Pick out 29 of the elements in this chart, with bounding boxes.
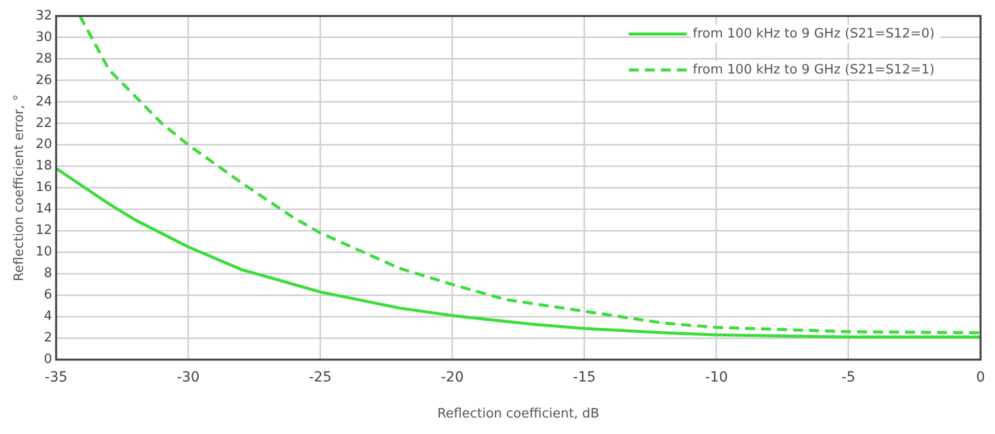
x-tick-label: -20	[440, 370, 464, 386]
y-tick-label: 8	[44, 266, 52, 282]
y-tick-label: 6	[44, 288, 52, 303]
y-tick-label: 4	[44, 309, 52, 324]
y-tick-label: 30	[36, 30, 52, 45]
y-tick-label: 32	[36, 8, 52, 24]
y-tick-label: 26	[36, 72, 52, 88]
x-tick-label: -10	[704, 370, 728, 386]
x-tick-label: -35	[44, 370, 68, 386]
y-axis-title: Reflection coefficient error, °	[12, 94, 28, 282]
y-tick-label: 12	[36, 223, 52, 238]
y-tick-label: 22	[36, 116, 52, 131]
y-tick-label: 14	[36, 202, 52, 217]
x-tick-label: 0	[976, 370, 986, 386]
y-tick-label: 28	[36, 51, 52, 66]
x-axis-title: Reflection coefficient, dB	[437, 406, 600, 422]
x-tick-label: -15	[572, 370, 596, 386]
y-tick-label: 18	[36, 158, 52, 174]
x-tick-label: -25	[308, 370, 332, 386]
x-tick-label: -30	[176, 370, 200, 386]
y-tick-label: 2	[44, 330, 52, 346]
y-tick-label: 24	[36, 94, 52, 110]
y-tick-label: 20	[36, 137, 52, 152]
legend-label: from 100 kHz to 9 GHz (S21=S12=1)	[692, 62, 935, 78]
y-tick-label: 10	[36, 244, 52, 260]
y-tick-label: 16	[36, 180, 52, 196]
legend-label: from 100 kHz to 9 GHz (S21=S12=0)	[692, 26, 935, 42]
x-tick-label: -5	[842, 370, 856, 386]
y-tick-label: 0	[44, 352, 52, 367]
